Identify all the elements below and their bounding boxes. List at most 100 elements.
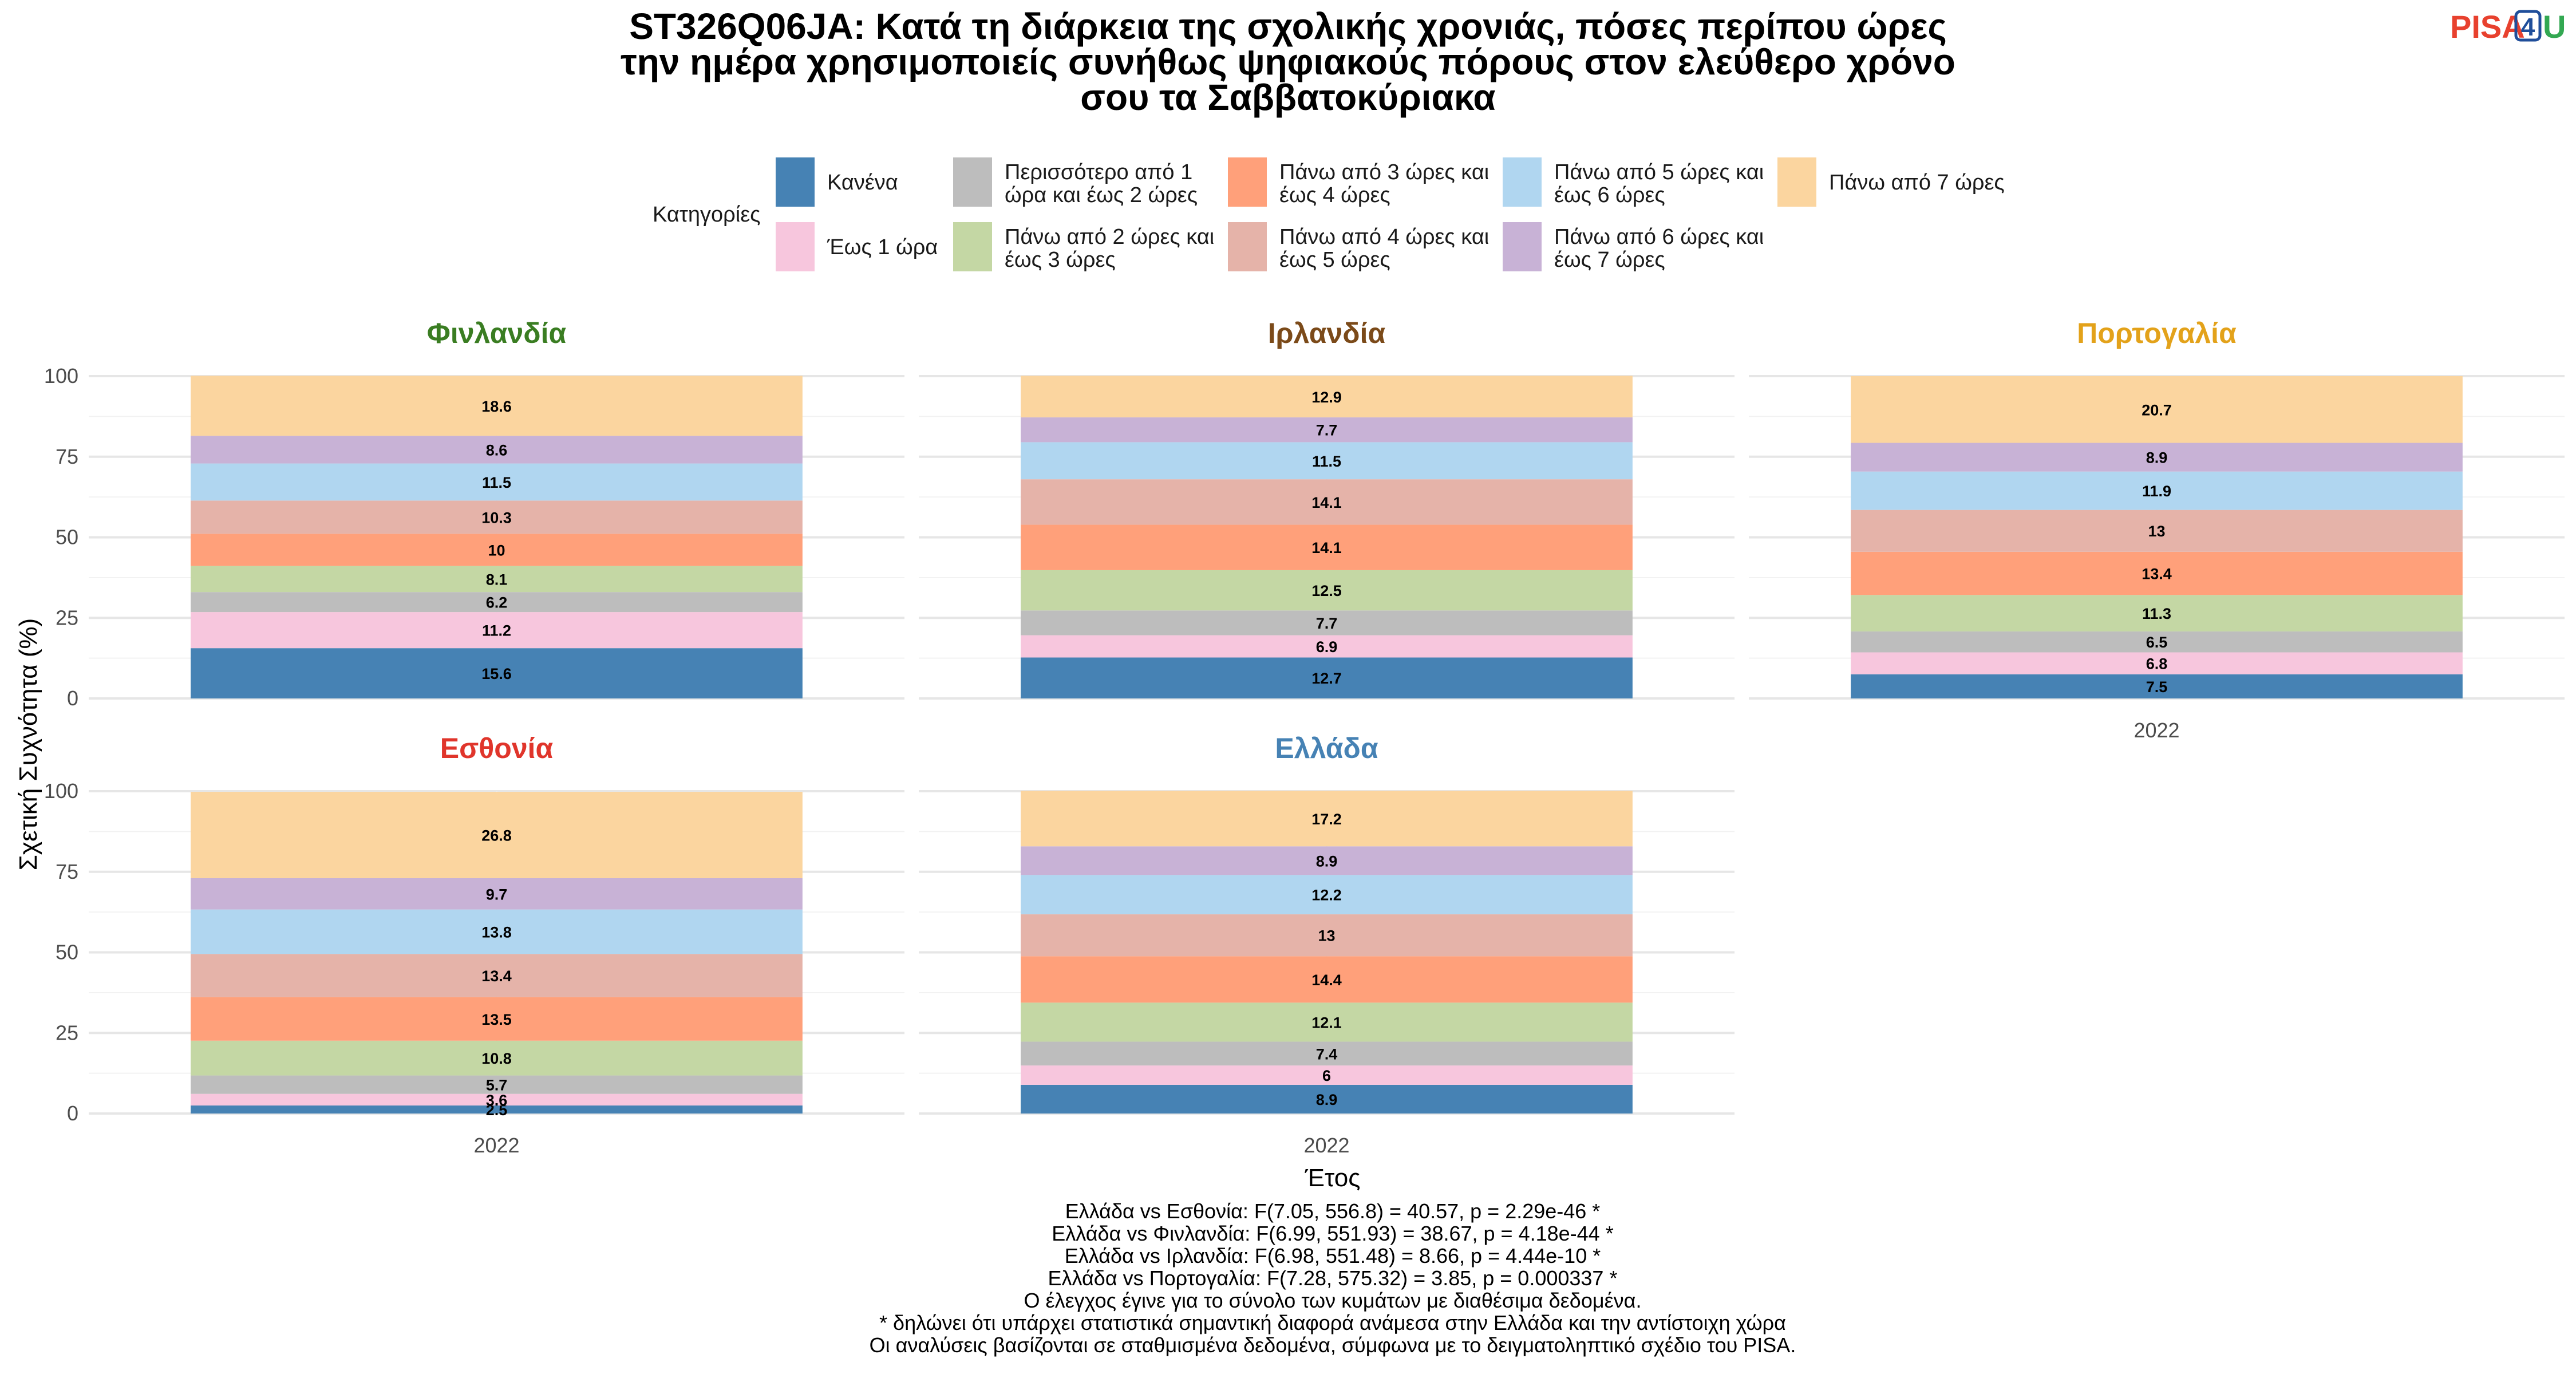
title-line-2: την ημέρα χρησιμοποιείς συνήθως ψηφιακού… bbox=[621, 41, 1955, 82]
segment-value-label: 15.6 bbox=[481, 665, 512, 682]
bar-segment bbox=[191, 1093, 803, 1105]
bar-segment bbox=[191, 534, 803, 566]
legend-swatch bbox=[1503, 157, 1542, 207]
segment-value-label: 13 bbox=[2148, 523, 2165, 540]
segment-value-label: 10 bbox=[488, 542, 505, 559]
bar-segment bbox=[1021, 875, 1633, 915]
title-line-1: ST326Q06JA: Κατά τη διάρκεια της σχολική… bbox=[629, 6, 1947, 47]
legend-swatch bbox=[953, 157, 992, 207]
segment-value-label: 9.7 bbox=[486, 886, 508, 903]
segment-value-label: 13.4 bbox=[2142, 566, 2172, 583]
y-tick-label: 0 bbox=[67, 1101, 78, 1125]
legend-item-6: Πάνω από 4 ώρες και έως 5 ώρες bbox=[1228, 222, 1489, 272]
footnote-line: Ελλάδα vs Ιρλανδία: F(6.98, 551.48) = 8.… bbox=[1065, 1244, 1601, 1268]
segment-value-label: 20.7 bbox=[2142, 401, 2172, 418]
bar-segment bbox=[1851, 674, 2463, 698]
legend-swatch bbox=[776, 157, 815, 207]
bar-segment bbox=[1851, 631, 2463, 653]
segment-value-label: 11.5 bbox=[482, 474, 511, 491]
segment-value-label: 11.9 bbox=[2142, 483, 2171, 500]
footnote-line: Ελλάδα vs Πορτογαλία: F(7.28, 575.32) = … bbox=[1048, 1266, 1618, 1290]
bar-segment bbox=[1021, 442, 1633, 480]
legend-label: Περισσότερο από 1 ώρα και έως 2 ώρες bbox=[1005, 160, 1198, 207]
bar-segment bbox=[191, 648, 803, 698]
footnote-line: Ελλάδα vs Φινλανδία: F(6.99, 551.93) = 3… bbox=[1052, 1222, 1613, 1245]
segment-value-label: 12.2 bbox=[1311, 887, 1342, 904]
legend-label: Πάνω από 2 ώρες και έως 3 ώρες bbox=[1005, 225, 1214, 272]
bar-segment bbox=[1021, 1041, 1633, 1066]
bar-segment bbox=[1851, 376, 2463, 443]
segment-value-label: 6.8 bbox=[2146, 656, 2168, 673]
legend-item-1: Κανένα bbox=[776, 157, 898, 207]
bar-segment bbox=[191, 500, 803, 534]
segment-value-label: 7.4 bbox=[1316, 1045, 1338, 1063]
legend-swatch bbox=[1503, 222, 1542, 271]
bar-segment bbox=[191, 612, 803, 649]
legend-title: Κατηγορίες bbox=[653, 203, 760, 227]
bar-segment bbox=[1021, 846, 1633, 875]
panel-3: Πορτογαλία 7.5 6.8 6.5 11.3 13.4 13 11.9 8.9 20.7… bbox=[1749, 317, 2565, 742]
segment-value-label: 14.1 bbox=[1311, 494, 1342, 511]
segment-value-label: 10.8 bbox=[481, 1050, 512, 1067]
bar-segment bbox=[1021, 1002, 1633, 1042]
bar-segment bbox=[191, 463, 803, 501]
legend-label: Πάνω από 3 ώρες και έως 4 ώρες bbox=[1279, 160, 1489, 207]
segment-value-label: 6.2 bbox=[486, 594, 508, 611]
legend-swatch bbox=[1777, 157, 1816, 207]
legend: Κατηγορίες Κανένα Έως 1 ώρα Περισσότερο από… bbox=[653, 157, 2005, 272]
segment-value-label: 7.5 bbox=[2146, 678, 2168, 696]
segment-value-label: 8.9 bbox=[1316, 852, 1338, 870]
x-tick-label: 2022 bbox=[1303, 1134, 1349, 1157]
segment-value-label: 18.6 bbox=[481, 398, 512, 415]
y-tick-label: 75 bbox=[56, 860, 78, 883]
segment-value-label: 13 bbox=[1318, 927, 1335, 945]
legend-item-2: Έως 1 ώρα bbox=[776, 222, 938, 271]
segment-value-label: 11.5 bbox=[1312, 453, 1341, 470]
bar-segment bbox=[1021, 479, 1633, 525]
legend-swatch bbox=[953, 222, 992, 271]
segment-value-label: 7.7 bbox=[1316, 615, 1338, 632]
legend-item-3: Περισσότερο από 1 ώρα και έως 2 ώρες bbox=[953, 157, 1198, 207]
legend-item-7: Πάνω από 5 ώρες και έως 6 ώρες bbox=[1503, 157, 1764, 207]
segment-value-label: 12.5 bbox=[1311, 582, 1342, 599]
bar-segment bbox=[1851, 443, 2463, 472]
bar-segment bbox=[1851, 510, 2463, 552]
panel-5: Ελλάδα 8.9 6 7.4 12.1 14.4 13 12.2 8.9 17.2 2022 bbox=[919, 732, 1735, 1157]
bar-segment bbox=[1021, 1084, 1633, 1114]
title-line-3: σου τα Σαββατοκύριακα bbox=[1080, 77, 1495, 118]
segment-value-label: 12.7 bbox=[1311, 670, 1342, 687]
segment-value-label: 6.9 bbox=[1316, 638, 1338, 656]
segment-value-label: 11.2 bbox=[482, 622, 511, 639]
segment-value-label: 3.6 bbox=[486, 1092, 508, 1109]
footnote-line: Οι αναλύσεις βασίζονται σε σταθμισμένα δ… bbox=[870, 1333, 1796, 1357]
bar-segment bbox=[191, 436, 803, 464]
y-tick-label: 50 bbox=[56, 526, 78, 549]
bar-segment bbox=[191, 566, 803, 593]
segment-value-label: 13.4 bbox=[481, 968, 512, 985]
segment-value-label: 14.4 bbox=[1311, 972, 1342, 989]
panel-title: Ιρλανδία bbox=[1268, 317, 1386, 349]
legend-label: Έως 1 ώρα bbox=[827, 235, 938, 259]
segment-value-label: 5.7 bbox=[486, 1077, 508, 1094]
y-tick-label: 100 bbox=[44, 779, 78, 803]
bar-segment bbox=[1021, 956, 1633, 1003]
bar-segment bbox=[191, 792, 803, 879]
legend-label: Πάνω από 5 ώρες και έως 6 ώρες bbox=[1554, 160, 1764, 207]
legend-swatch bbox=[776, 222, 815, 271]
footnote-line: Ο έλεγχος έγινε για το σύνολο των κυμάτω… bbox=[1024, 1289, 1642, 1312]
y-tick-label: 50 bbox=[56, 941, 78, 964]
bar-segment bbox=[191, 954, 803, 997]
segment-value-label: 8.9 bbox=[1316, 1091, 1338, 1108]
bar-segment bbox=[191, 1040, 803, 1076]
panel-title: Εσθονία bbox=[440, 732, 554, 764]
segment-value-label: 13.8 bbox=[481, 923, 512, 941]
logo-u-text: U bbox=[2543, 9, 2566, 45]
bar-segment bbox=[1021, 417, 1633, 443]
bar-segment bbox=[191, 997, 803, 1041]
segment-value-label: 11.3 bbox=[2142, 605, 2171, 622]
segment-value-label: 8.6 bbox=[486, 441, 508, 459]
bar-segment bbox=[191, 878, 803, 910]
legend-item-8: Πάνω από 6 ώρες και έως 7 ώρες bbox=[1503, 222, 1764, 272]
legend-swatch bbox=[1228, 222, 1267, 271]
